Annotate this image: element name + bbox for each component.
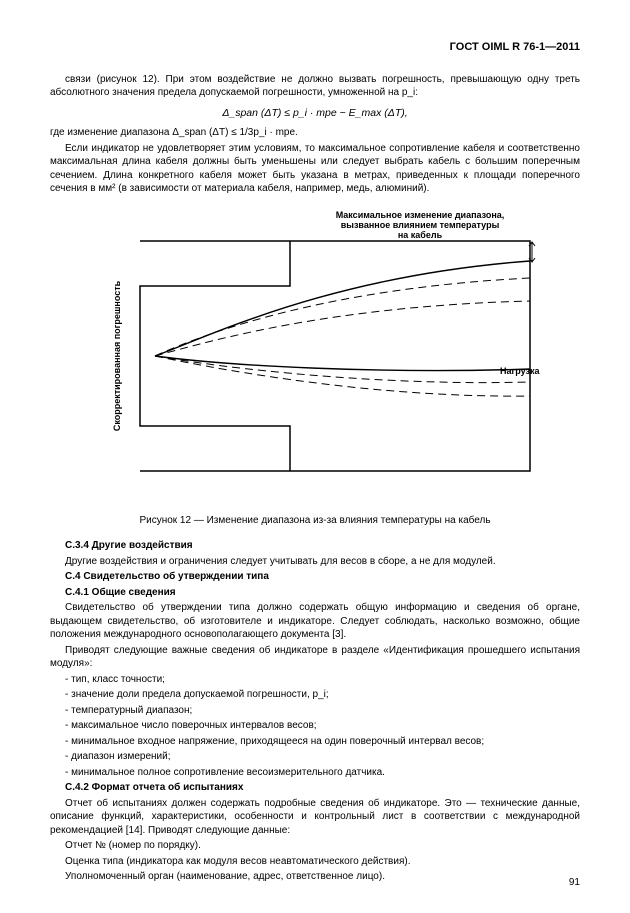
section-c42: С.4.2 Формат отчета об испытаниях (50, 781, 580, 795)
svg-text:на кабель: на кабель (398, 230, 443, 240)
section-c41-list: - тип, класс точности;- значение доли пр… (50, 673, 580, 780)
figure-svg: Максимальное изменение диапазона,вызванн… (80, 206, 550, 506)
paragraph-conditions: Если индикатор не удовлетворяет этим усл… (50, 142, 580, 196)
section-c34: С.3.4 Другие воздействия (50, 539, 580, 553)
section-c42-head: С.4.2 Формат отчета об испытаниях (65, 782, 243, 793)
section-c41: С.4.1 Общие сведения (50, 586, 580, 600)
formula-span: Δ_span (ΔT) ≤ p_i · mpe − E_max (ΔT), (50, 106, 580, 120)
list-item: - температурный диапазон; (50, 704, 580, 718)
section-c42-l2: Оценка типа (индикатора как модуля весов… (50, 855, 580, 869)
section-c4-head: С.4 Свидетельство об утверждении типа (65, 571, 269, 582)
section-c41-p2: Приводят следующие важные сведения об ин… (50, 644, 580, 671)
svg-text:вызванное влиянием температуры: вызванное влиянием температуры (341, 220, 500, 230)
figure-caption: Рисунок 12 — Изменение диапазона из-за в… (50, 514, 580, 528)
list-item: - тип, класс точности; (50, 673, 580, 687)
list-item: - минимальное полное сопротивление весои… (50, 766, 580, 780)
section-c4: С.4 Свидетельство об утверждении типа (50, 570, 580, 584)
paragraph-where: где изменение диапазона Δ_span (ΔT) ≤ 1/… (50, 126, 580, 140)
section-c34-text: Другие воздействия и ограничения следует… (50, 555, 580, 569)
section-c41-p1: Свидетельство об утверждении типа должно… (50, 601, 580, 642)
svg-text:Скорректированная погрешность: Скорректированная погрешность (112, 280, 122, 431)
list-item: - минимальное входное напряжение, приход… (50, 735, 580, 749)
section-c41-head: С.4.1 Общие сведения (65, 587, 176, 598)
document-id: ГОСТ OIML R 76-1—2011 (50, 40, 580, 55)
list-item: - значение доли предела допускаемой погр… (50, 688, 580, 702)
svg-text:Нагрузка: Нагрузка (500, 366, 540, 376)
page-number: 91 (569, 876, 580, 890)
list-item: - максимальное число поверочных интервал… (50, 719, 580, 733)
page: ГОСТ OIML R 76-1—2011 связи (рисунок 12)… (0, 0, 630, 913)
section-c42-l3: Уполномоченный орган (наименование, адре… (50, 870, 580, 884)
section-c42-l1: Отчет № (номер по порядку). (50, 839, 580, 853)
list-item: - диапазон измерений; (50, 750, 580, 764)
section-c42-p1: Отчет об испытаниях должен содержать под… (50, 797, 580, 838)
section-c34-head: С.3.4 Другие воздействия (65, 540, 193, 551)
paragraph-intro: связи (рисунок 12). При этом воздействие… (50, 73, 580, 100)
figure-12: Максимальное изменение диапазона,вызванн… (50, 206, 580, 506)
svg-text:Максимальное изменение диапазо: Максимальное изменение диапазона, (336, 210, 505, 220)
